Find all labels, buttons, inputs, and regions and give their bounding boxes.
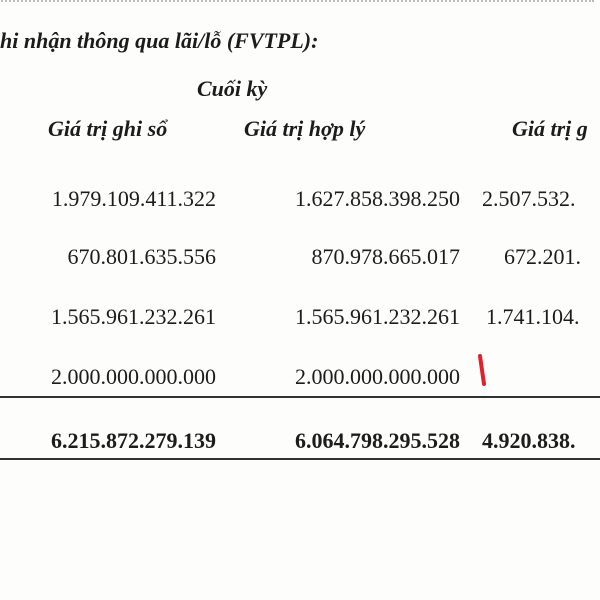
column-header-third: Giá trị g bbox=[512, 116, 588, 141]
cell-third: 672.201. bbox=[504, 244, 581, 269]
column-header-carrying-value: Giá trị ghi sổ bbox=[48, 116, 168, 141]
total-fair-value: 6.064.798.295.528 bbox=[295, 428, 460, 453]
cell-carrying-value: 1.565.961.232.261 bbox=[51, 304, 216, 329]
cell-fair-value: 2.000.000.000.000 bbox=[295, 364, 460, 389]
column-header-fair-value: Giá trị hợp lý bbox=[244, 116, 366, 141]
cell-carrying-value: 670.801.635.556 bbox=[67, 244, 217, 269]
section-heading: hi nhận thông qua lãi/lỗ (FVTPL): bbox=[0, 28, 319, 53]
red-pen-mark bbox=[478, 354, 486, 386]
clipped-previous-line bbox=[0, 0, 594, 2]
cell-carrying-value: 2.000.000.000.000 bbox=[51, 364, 216, 389]
cell-fair-value: 1.565.961.232.261 bbox=[295, 304, 460, 329]
total-carrying-value: 6.215.872.279.139 bbox=[51, 428, 216, 453]
cell-carrying-value: 1.979.109.411.322 bbox=[51, 186, 216, 211]
cell-fair-value: 1.627.858.398.250 bbox=[295, 186, 460, 211]
cell-fair-value: 870.978.665.017 bbox=[311, 244, 461, 269]
total-rule bbox=[0, 458, 600, 460]
cell-third: 1.741.104. bbox=[486, 304, 580, 329]
total-third: 4.920.838. bbox=[482, 428, 576, 453]
subtotal-rule bbox=[0, 396, 600, 398]
cell-third: 2.507.532. bbox=[482, 186, 576, 211]
period-label: Cuối kỳ bbox=[197, 76, 268, 101]
